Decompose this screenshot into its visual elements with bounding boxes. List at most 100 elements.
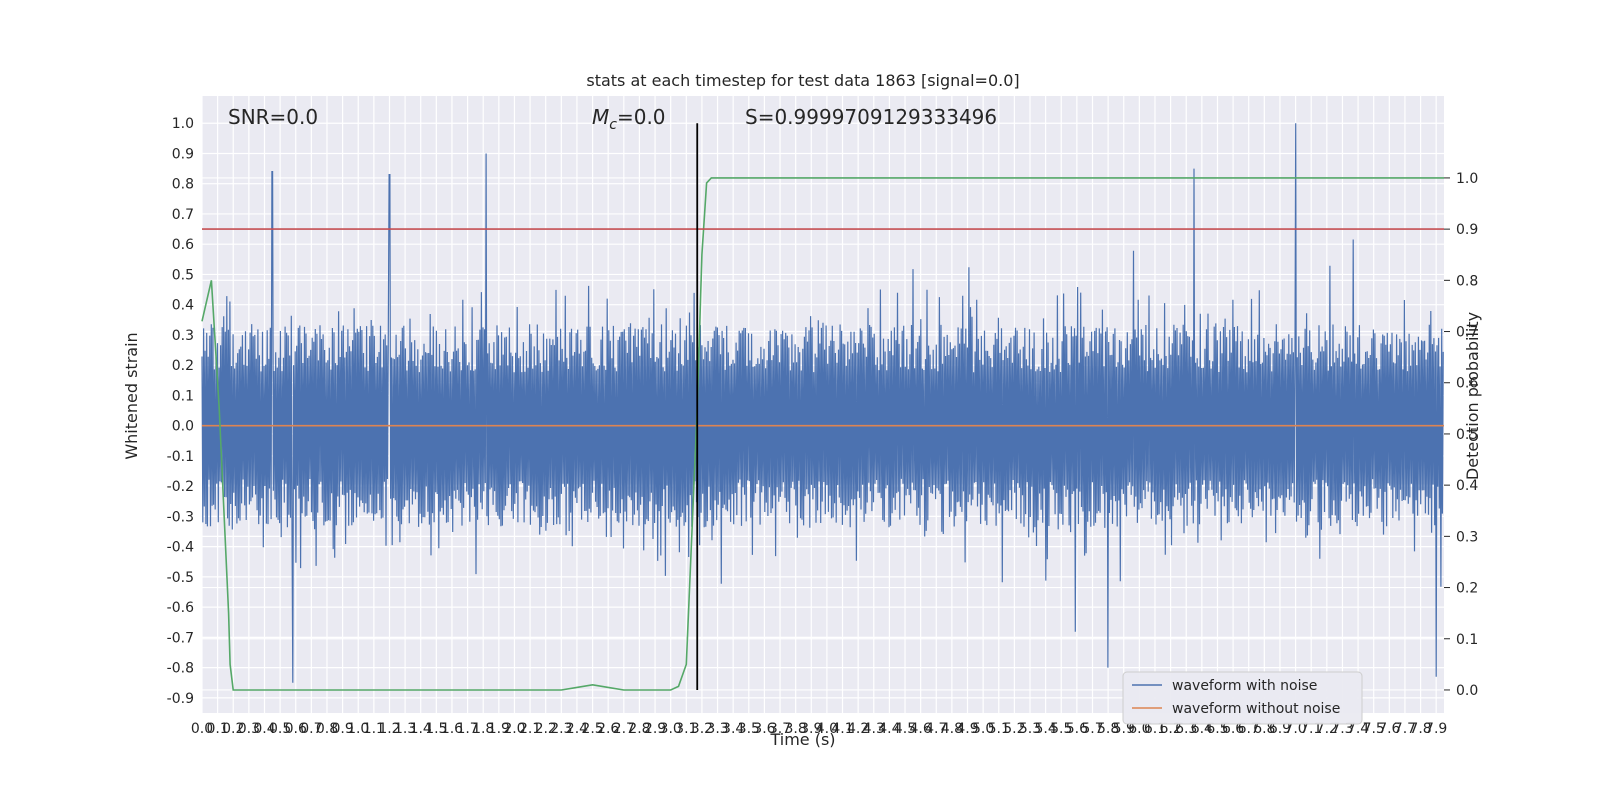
x-tick-label: 4.8 bbox=[941, 721, 963, 737]
x-tick-label: 3.9 bbox=[800, 721, 822, 737]
y2-tick-label: 0.2 bbox=[1456, 581, 1478, 597]
x-tick-label: 2.6 bbox=[597, 721, 619, 737]
y2-tick-label: 0.9 bbox=[1456, 222, 1478, 238]
y-tick-label: -0.7 bbox=[167, 630, 194, 646]
x-tick-label: 7.1 bbox=[1300, 721, 1322, 737]
s-annotation: S=0.9999709129333496 bbox=[745, 105, 997, 129]
x-tick-label: 3.7 bbox=[769, 721, 791, 737]
x-tick-label: 6.2 bbox=[1159, 721, 1181, 737]
x-tick-label: 0.7 bbox=[300, 721, 322, 737]
y2-tick-label: 0.6 bbox=[1456, 376, 1478, 392]
x-tick-label: 7.0 bbox=[1284, 721, 1306, 737]
legend-label-noise: waveform with noise bbox=[1172, 678, 1317, 694]
x-tick-label: 0.3 bbox=[238, 721, 260, 737]
x-tick-label: 7.4 bbox=[1347, 721, 1369, 737]
x-tick-label: 2.1 bbox=[519, 721, 541, 737]
x-tick-label: 6.9 bbox=[1269, 721, 1291, 737]
x-tick-label: 2.7 bbox=[613, 721, 635, 737]
x-tick-label: 3.8 bbox=[785, 721, 807, 737]
x-tick-label: 4.4 bbox=[878, 721, 900, 737]
x-tick-label: 7.7 bbox=[1394, 721, 1416, 737]
x-tick-label: 5.1 bbox=[988, 721, 1010, 737]
x-tick-label: 2.9 bbox=[644, 721, 666, 737]
x-tick-label: 3.4 bbox=[722, 721, 744, 737]
y-tick-label: 0.1 bbox=[172, 388, 194, 404]
y2-tick-label: 0.4 bbox=[1456, 478, 1478, 494]
x-tick-label: 6.1 bbox=[1144, 721, 1166, 737]
y2-axis-label: Detection probability bbox=[1463, 312, 1482, 480]
x-tick-label: 7.6 bbox=[1378, 721, 1400, 737]
y-tick-label: 0.4 bbox=[172, 298, 194, 314]
x-tick-label: 0.8 bbox=[316, 721, 338, 737]
y2-tick-label: 0.1 bbox=[1456, 632, 1478, 648]
x-tick-label: 1.8 bbox=[472, 721, 494, 737]
x-tick-label: 4.0 bbox=[816, 721, 838, 737]
y-tick-label: -0.6 bbox=[167, 600, 194, 616]
x-tick-label: 6.7 bbox=[1238, 721, 1260, 737]
x-tick-label: 5.9 bbox=[1113, 721, 1135, 737]
x-tick-label: 5.6 bbox=[1066, 721, 1088, 737]
x-tick-label: 5.8 bbox=[1097, 721, 1119, 737]
x-tick-label: 5.0 bbox=[972, 721, 994, 737]
x-tick-label: 4.7 bbox=[925, 721, 947, 737]
x-tick-label: 2.2 bbox=[535, 721, 557, 737]
y-tick-label: 0.7 bbox=[172, 207, 194, 223]
x-tick-label: 6.4 bbox=[1191, 721, 1213, 737]
mc-annotation: Mc=0.0 bbox=[592, 105, 666, 133]
y2-tick-label: 1.0 bbox=[1456, 171, 1478, 187]
y2-tick-label: 0.3 bbox=[1456, 529, 1478, 545]
y-tick-label: 0.8 bbox=[172, 177, 194, 193]
x-tick-label: 2.0 bbox=[503, 721, 525, 737]
x-tick-label: 0.0 bbox=[191, 721, 213, 737]
x-tick-label: 2.5 bbox=[581, 721, 603, 737]
snr-annotation: SNR=0.0 bbox=[228, 105, 318, 129]
x-tick-label: 0.2 bbox=[222, 721, 244, 737]
x-tick-label: 1.1 bbox=[363, 721, 385, 737]
y-tick-label: 0.6 bbox=[172, 237, 194, 253]
x-tick-label: 5.3 bbox=[1019, 721, 1041, 737]
x-tick-label: 7.5 bbox=[1363, 721, 1385, 737]
y-tick-label: -0.8 bbox=[167, 661, 194, 677]
y-axis-label: Whitened strain bbox=[122, 332, 141, 459]
x-tick-label: 6.8 bbox=[1253, 721, 1275, 737]
y-tick-label: 0.2 bbox=[172, 358, 194, 374]
x-tick-label: 4.9 bbox=[956, 721, 978, 737]
y-tick-label: 0.0 bbox=[172, 419, 194, 435]
x-tick-label: 0.6 bbox=[285, 721, 307, 737]
y2-axis-ticks: 0.0 0.1 0.2 0.3 0.4 0.5 0.6 0.7 0.8 0.9 1.0 bbox=[1444, 171, 1478, 699]
x-tick-label: 6.5 bbox=[1206, 721, 1228, 737]
x-tick-label: 2.8 bbox=[628, 721, 650, 737]
x-tick-label: 7.3 bbox=[1331, 721, 1353, 737]
y-tick-label: -0.4 bbox=[167, 540, 194, 556]
x-tick-label: 1.0 bbox=[347, 721, 369, 737]
x-tick-label: 1.3 bbox=[394, 721, 416, 737]
series-lines bbox=[201, 123, 1444, 691]
x-tick-label: 4.2 bbox=[847, 721, 869, 737]
x-tick-label: 7.8 bbox=[1409, 721, 1431, 737]
y2-tick-label: 0.5 bbox=[1456, 427, 1478, 443]
legend-box bbox=[1122, 671, 1363, 725]
x-tick-label: 0.9 bbox=[331, 721, 353, 737]
x-tick-label: 4.3 bbox=[863, 721, 885, 737]
y2-tick-label: 0.8 bbox=[1456, 273, 1478, 289]
y-tick-label: -0.3 bbox=[167, 509, 194, 525]
y2-tick-label: 0.0 bbox=[1456, 683, 1478, 699]
x-tick-label: 2.3 bbox=[550, 721, 572, 737]
chart-title: stats at each timestep for test data 186… bbox=[586, 71, 1019, 90]
x-tick-label: 1.7 bbox=[456, 721, 478, 737]
y-tick-label: -0.9 bbox=[167, 691, 194, 707]
x-tick-label: 7.9 bbox=[1425, 721, 1447, 737]
x-tick-label: 0.5 bbox=[269, 721, 291, 737]
y2-tick-label: 0.7 bbox=[1456, 325, 1478, 341]
x-tick-label: 4.5 bbox=[894, 721, 916, 737]
x-tick-label: 0.4 bbox=[253, 721, 275, 737]
x-tick-label: 5.7 bbox=[1081, 721, 1103, 737]
x-tick-label: 1.4 bbox=[410, 721, 432, 737]
x-tick-label: 4.6 bbox=[910, 721, 932, 737]
x-tick-label: 5.2 bbox=[1003, 721, 1025, 737]
x-axis-label: Time (s) bbox=[769, 730, 835, 749]
y-tick-label: 0.5 bbox=[172, 267, 194, 283]
x-tick-label: 1.9 bbox=[488, 721, 510, 737]
